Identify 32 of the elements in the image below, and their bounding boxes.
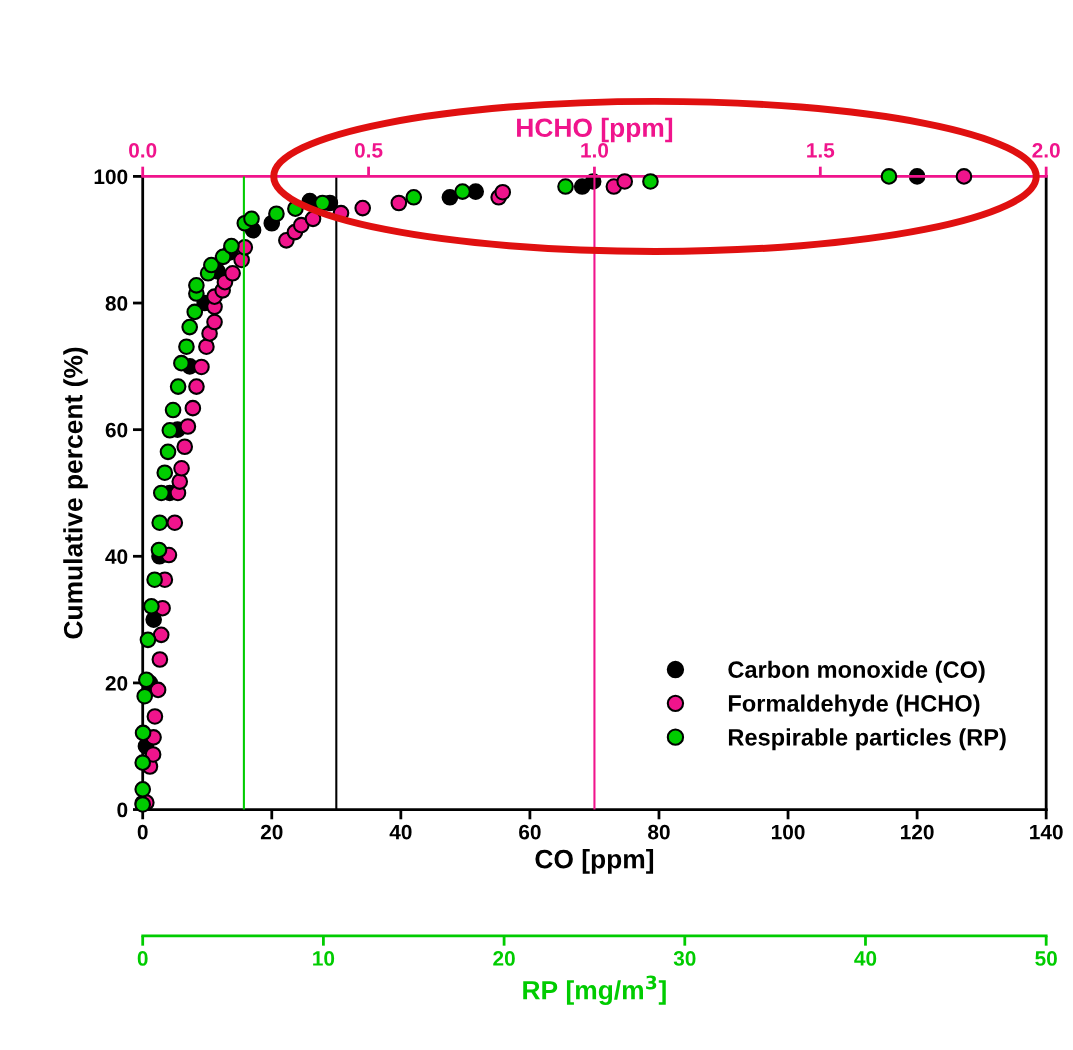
y-tick-label: 60	[105, 422, 128, 438]
x-tick-label: 140	[1030, 824, 1063, 840]
y-tick-label: 20	[105, 675, 128, 691]
x2-tick-label: 1.0	[581, 142, 609, 158]
y-tick-label: 0	[117, 802, 128, 818]
x-axis-title: CO [ppm]	[535, 849, 654, 874]
x-tick-label: 30	[673, 951, 696, 966]
x-tick-label: 0	[137, 951, 148, 966]
x2-tick-label: 0.0	[129, 142, 157, 158]
y-tick-label: 80	[105, 296, 128, 311]
x-tick-label: 0	[137, 824, 148, 840]
x2-tick-label: 2.0	[1032, 142, 1060, 158]
y-tick-label: 40	[105, 549, 128, 565]
legend-label: Carbon monoxide (CO)	[728, 660, 985, 683]
x2-tick-label: 1.5	[807, 143, 835, 158]
x-tick-label: 20	[493, 951, 515, 966]
x-tick-label: 40	[854, 951, 877, 966]
x-tick-label: 50	[1035, 951, 1057, 966]
x2-tick-label: 0.5	[354, 142, 383, 158]
x-tick-label: 120	[901, 824, 934, 840]
x-tick-label: 10	[313, 951, 335, 966]
x2-axis-title: HCHO [ppm]	[517, 117, 673, 143]
y-axis-title: Cumulative percent (%)	[63, 347, 88, 639]
legend-label: Formaldehyde (HCHO)	[728, 694, 980, 717]
x-tick-label: 60	[519, 824, 541, 840]
legend-label: Respirable particles (RP)	[728, 728, 1006, 751]
x-axis-title: RP [mg/m$^{3}$]	[523, 975, 666, 1005]
x-tick-label: 40	[389, 824, 412, 840]
x-tick-label: 80	[648, 824, 670, 840]
x-tick-label: 100	[771, 824, 805, 840]
y-tick-label: 100	[94, 169, 128, 185]
x-tick-label: 20	[260, 824, 283, 840]
